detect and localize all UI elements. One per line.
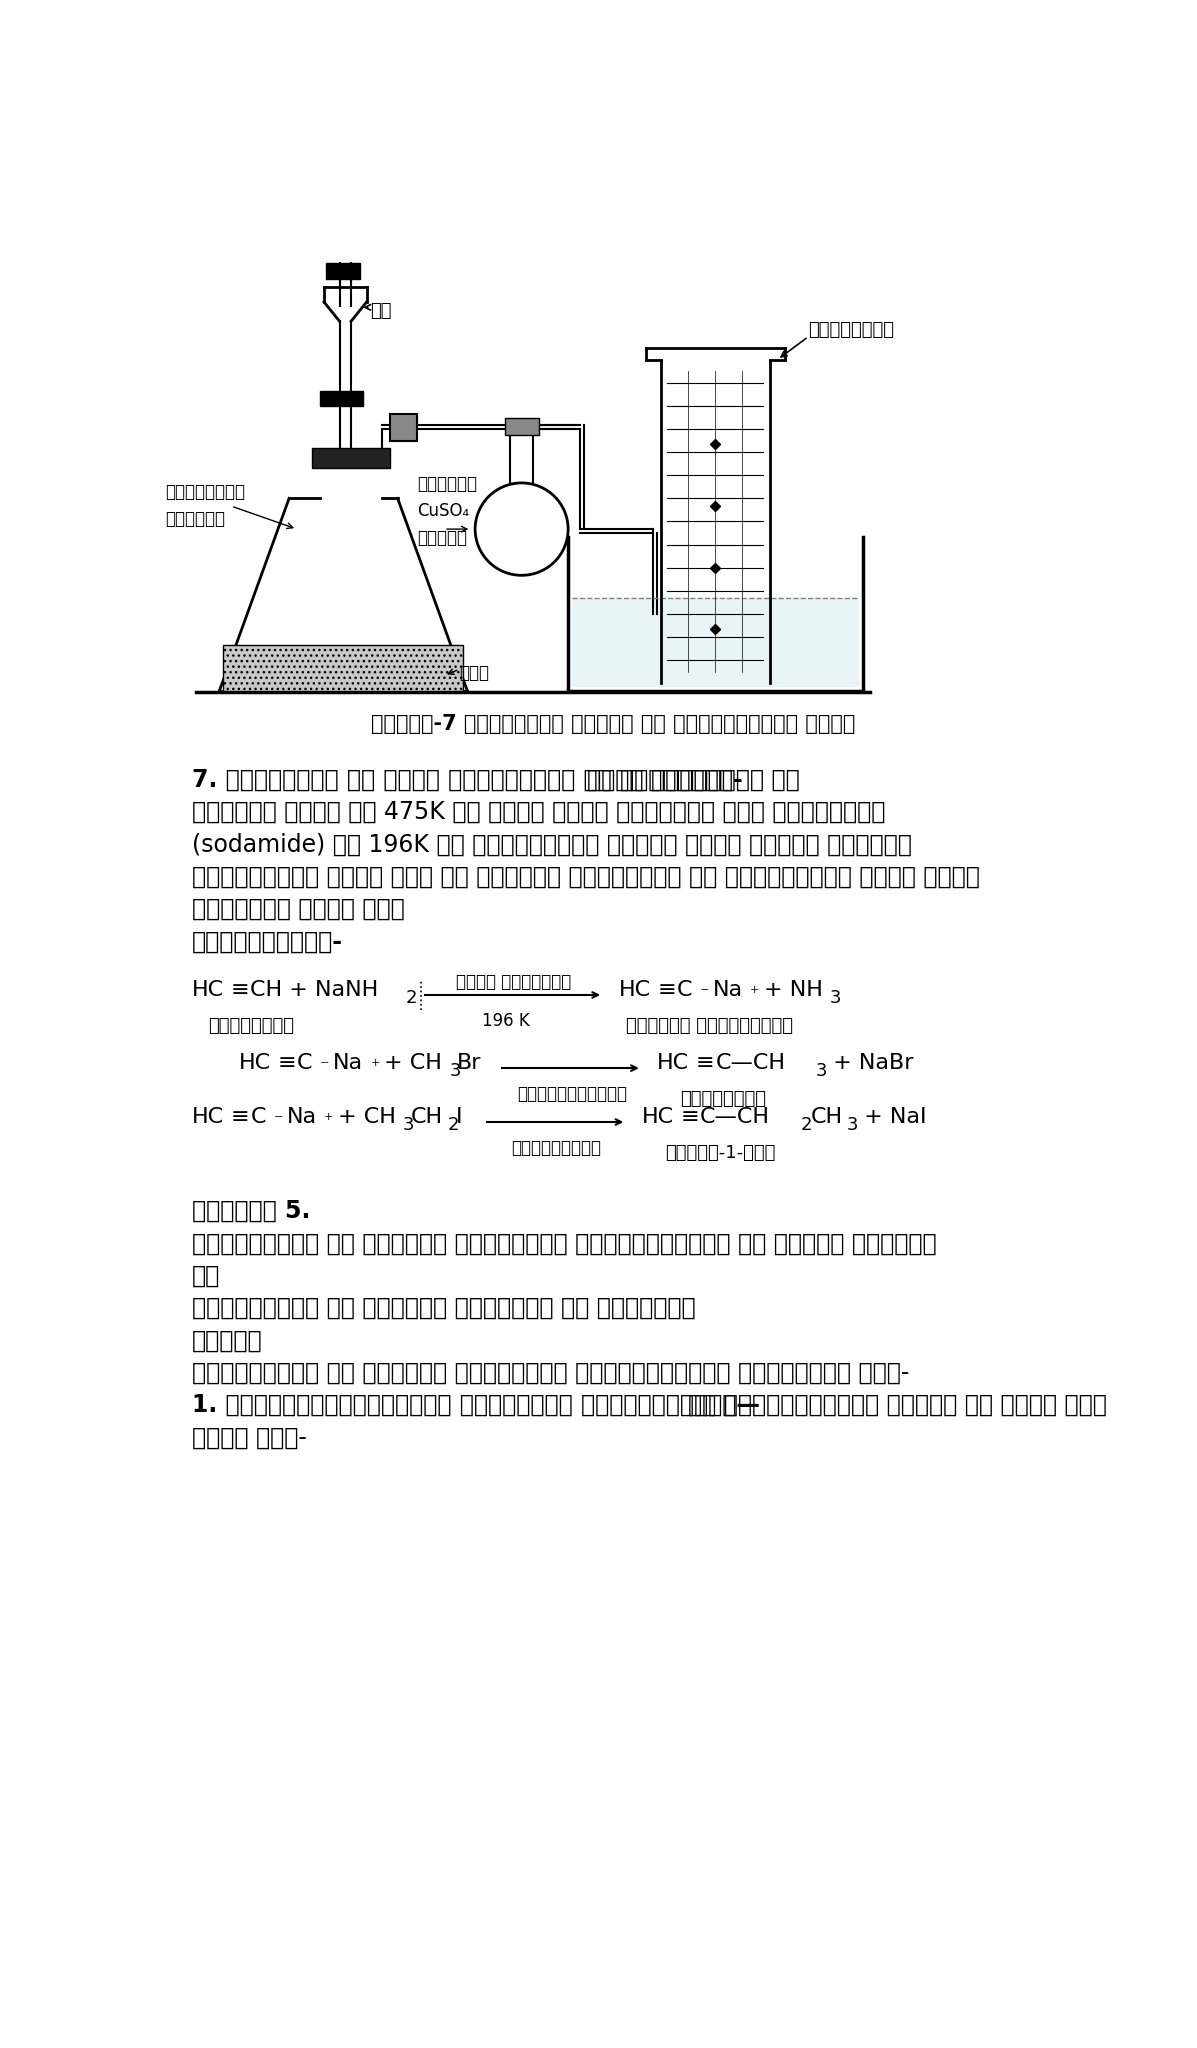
Text: काबाईड: काबाईड (165, 510, 225, 528)
Bar (572, 598, 858, 686)
Text: ये अभिक्रियाएँ निम्न दो पदों में: ये अभिक्रियाएँ निम्न दो पदों में (688, 1393, 1107, 1417)
Text: Na: Na (287, 1106, 317, 1126)
Text: रेत: रेत (460, 664, 490, 682)
Bar (312, 449, 390, 467)
Text: होती हैं-: होती हैं- (193, 1425, 308, 1450)
Text: ⁺: ⁺ (751, 985, 760, 1004)
Text: ≡: ≡ (231, 1106, 250, 1126)
Text: ≡: ≡ (657, 979, 676, 999)
Text: आयोडोऐथेन: आयोडोऐथेन (511, 1139, 602, 1157)
Bar (327, 264, 360, 279)
Text: ⁻: ⁻ (320, 1059, 329, 1075)
Text: Br: Br (457, 1053, 482, 1073)
Text: + CH: + CH (338, 1106, 396, 1126)
Text: + NaBr: + NaBr (826, 1053, 913, 1073)
Text: CH: CH (411, 1106, 443, 1126)
Text: C: C (676, 979, 692, 999)
Bar (390, 414, 417, 440)
Text: 3: 3 (450, 1063, 461, 1079)
Text: ≡: ≡ (681, 1106, 699, 1126)
Text: HC: HC (193, 979, 224, 999)
Bar (224, 645, 463, 690)
Text: I: I (456, 1106, 462, 1126)
Text: अम्लीय: अम्लीय (417, 475, 476, 494)
Text: (sodamide) से 196K पर अभिक्रिया कराते हैं। जिससे सोडियम: (sodamide) से 196K पर अभिक्रिया कराते है… (193, 831, 912, 856)
Text: ≡: ≡ (278, 1053, 296, 1073)
Text: CuSO₄: CuSO₄ (417, 502, 469, 520)
Text: सोडियम धातु से 475K पर अथवा द्रव अमोनिया में सोडामाइड: सोडियम धातु से 475K पर अथवा द्रव अमोनिया… (193, 801, 886, 823)
Text: Na: Na (713, 979, 743, 999)
Text: ऐल्काइन देता है।: ऐल्काइन देता है। (193, 897, 405, 922)
Text: ऐल्काइनों की अम्लीय प्रकृति को समझाइए।: ऐल्काइनों की अम्लीय प्रकृति को समझाइए। (193, 1296, 695, 1321)
Text: 3: 3 (830, 989, 840, 1008)
Text: ऐसीटिलाइड बनता है। यह ऐल्किल हैलाइडों से अभिक्रिया करके उच्च: ऐसीटिलाइड बनता है। यह ऐल्किल हैलाइडों से… (193, 864, 980, 889)
Text: CH + NaNH: CH + NaNH (250, 979, 378, 999)
Text: जल: जल (371, 301, 391, 319)
Text: प्रोपाइन: प्रोपाइन (681, 1090, 766, 1108)
Text: ब्रोमोमेथेन: ब्रोमोमेथेन (517, 1085, 627, 1104)
Text: ऐसीटिलीन: ऐसीटिलीन (808, 322, 894, 340)
Circle shape (475, 483, 569, 575)
Text: ≡: ≡ (695, 1053, 715, 1073)
Bar (320, 391, 363, 406)
Text: HC: HC (657, 1053, 689, 1073)
Text: Na: Na (333, 1053, 364, 1073)
Text: C—CH: C—CH (700, 1106, 770, 1126)
Text: या: या (193, 1264, 220, 1288)
Text: उदाहरणार्थ-: उदाहरणार्थ- (193, 930, 344, 954)
Text: HC: HC (619, 979, 651, 999)
Text: 3: 3 (403, 1116, 414, 1135)
Text: चित्र-7 ऐसीटिलीन बनाने की प्रयोगशाला विधि: चित्र-7 ऐसीटिलीन बनाने की प्रयोगशाला विध… (371, 715, 856, 733)
Text: ब्यूट-1-आइन: ब्यूट-1-आइन (666, 1143, 776, 1161)
Text: + NaI: + NaI (857, 1106, 926, 1126)
Text: ऐसीटिलीन: ऐसीटिलीन (208, 1016, 293, 1034)
Text: ≡: ≡ (231, 979, 250, 999)
Text: HC: HC (193, 1106, 224, 1126)
Text: ऐल्काइनों की प्रमुख योगात्मक अभिक्रियाओं का वर्णन कीजिए।: ऐल्काइनों की प्रमुख योगात्मक अभिक्रियाओं… (193, 1231, 937, 1255)
Text: ⁻: ⁻ (274, 1112, 284, 1130)
Text: 2: 2 (448, 1116, 460, 1135)
Text: + NH: + NH (764, 979, 824, 999)
Text: 196 K: 196 K (482, 1012, 530, 1030)
Text: विलयन: विलयन (417, 528, 467, 547)
Text: 3: 3 (816, 1063, 827, 1079)
Text: द्रव अमोनिया: द्रव अमोनिया (456, 973, 571, 991)
Text: 1. इलेक्ट्रॉनस्नेही योगात्मक अभिक्रियाएँ—: 1. इलेक्ट्रॉनस्नेही योगात्मक अभिक्रियाएँ… (193, 1393, 760, 1417)
Text: ⁺: ⁺ (324, 1112, 334, 1130)
Text: 3: 3 (847, 1116, 858, 1135)
Text: 2: 2 (406, 989, 417, 1008)
Text: ऐल्काइनों की प्रमुख योगात्मक अभिक्रियाएँ निम्नवत् हैं-: ऐल्काइनों की प्रमुख योगात्मक अभिक्रियाएँ… (193, 1360, 910, 1384)
Text: ⁻: ⁻ (700, 985, 710, 1004)
Text: 2: 2 (801, 1116, 812, 1135)
Text: C: C (250, 1106, 266, 1126)
Text: उत्तर: उत्तर (193, 1329, 263, 1352)
Text: 7. ऐसीटिलीन से उच्च ऐल्काइनों का संश्लेषण-: 7. ऐसीटिलीन से उच्च ऐल्काइनों का संश्लेष… (193, 768, 743, 793)
Text: ⁺: ⁺ (371, 1059, 379, 1075)
Bar (505, 418, 539, 434)
Text: प्रश्न 5.: प्रश्न 5. (193, 1198, 311, 1223)
Text: C—CH: C—CH (716, 1053, 785, 1073)
Text: सोडियम ऐसीटिलाइड: सोडियम ऐसीटिलाइड (626, 1016, 794, 1034)
Text: HC: HC (238, 1053, 271, 1073)
Text: + CH: + CH (384, 1053, 443, 1073)
Text: कैल्सियम: कैल्सियम (165, 483, 245, 502)
Text: पहले ऐसीटिलीन की: पहले ऐसीटिलीन की (588, 768, 801, 793)
Text: HC: HC (642, 1106, 674, 1126)
Text: CH: CH (810, 1106, 843, 1126)
Text: C: C (297, 1053, 312, 1073)
